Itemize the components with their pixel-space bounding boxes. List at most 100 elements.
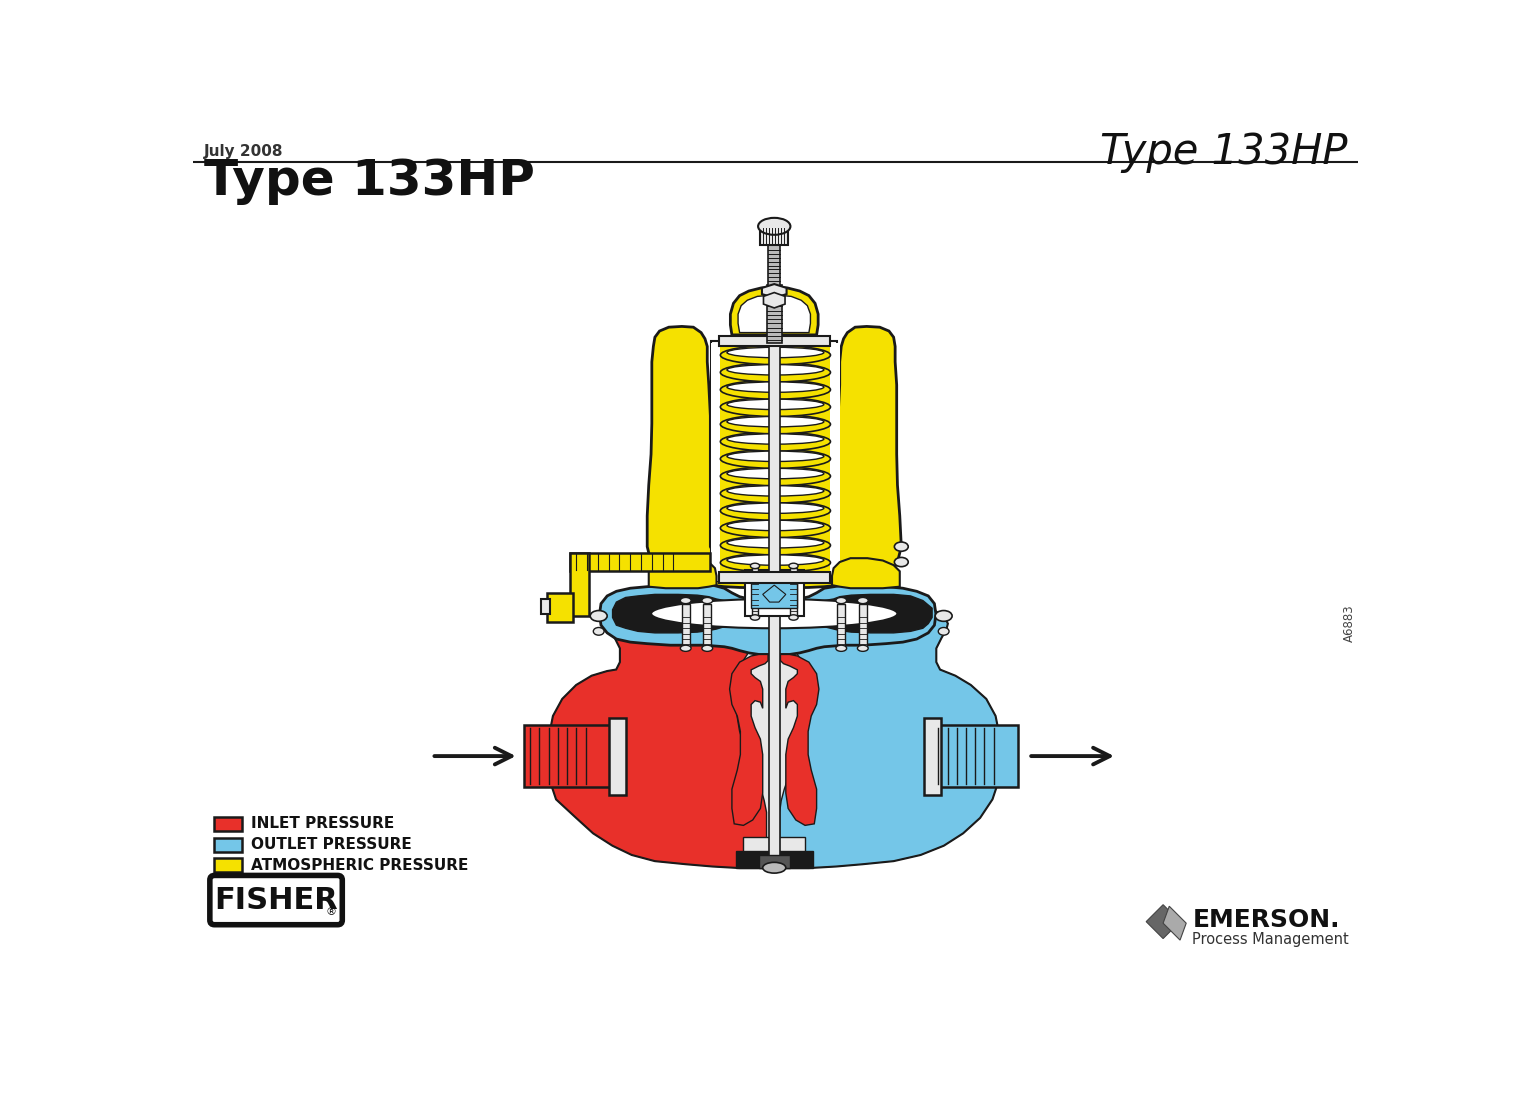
Polygon shape xyxy=(738,295,811,333)
Ellipse shape xyxy=(894,557,908,567)
Ellipse shape xyxy=(720,381,831,400)
Ellipse shape xyxy=(702,645,713,652)
Ellipse shape xyxy=(726,400,825,410)
Bar xyxy=(523,725,610,787)
Bar xyxy=(548,593,573,622)
Ellipse shape xyxy=(726,469,825,479)
Ellipse shape xyxy=(590,610,607,622)
Ellipse shape xyxy=(720,466,831,485)
Polygon shape xyxy=(711,343,840,581)
Ellipse shape xyxy=(835,645,847,652)
Ellipse shape xyxy=(720,484,831,503)
Bar xyxy=(769,606,779,868)
Ellipse shape xyxy=(763,863,785,873)
Bar xyxy=(932,725,1018,787)
Bar xyxy=(719,573,829,583)
Ellipse shape xyxy=(720,415,831,434)
Ellipse shape xyxy=(726,520,825,530)
Ellipse shape xyxy=(720,363,831,382)
Text: INLET PRESSURE: INLET PRESSURE xyxy=(251,816,395,831)
Polygon shape xyxy=(763,285,787,298)
Polygon shape xyxy=(599,585,937,654)
Bar xyxy=(769,344,779,606)
Polygon shape xyxy=(729,654,769,826)
Bar xyxy=(752,568,758,617)
Bar xyxy=(682,605,690,647)
Ellipse shape xyxy=(720,346,831,365)
Bar xyxy=(769,244,781,287)
Polygon shape xyxy=(1163,906,1186,940)
Bar xyxy=(570,552,589,616)
Ellipse shape xyxy=(726,503,825,513)
Ellipse shape xyxy=(835,597,847,604)
Bar xyxy=(719,336,829,346)
Text: OUTLET PRESSURE: OUTLET PRESSURE xyxy=(251,837,412,853)
Ellipse shape xyxy=(938,627,949,635)
Ellipse shape xyxy=(720,554,831,573)
Ellipse shape xyxy=(702,597,713,604)
Text: Type 133HP: Type 133HP xyxy=(1100,131,1348,173)
Text: ®: ® xyxy=(325,907,336,917)
Polygon shape xyxy=(648,326,902,588)
FancyBboxPatch shape xyxy=(210,875,342,925)
Bar xyxy=(542,599,551,615)
Bar xyxy=(924,718,941,795)
Polygon shape xyxy=(549,600,1000,868)
Ellipse shape xyxy=(858,645,868,652)
Ellipse shape xyxy=(750,564,760,568)
Bar xyxy=(837,605,846,647)
Polygon shape xyxy=(549,600,767,868)
Bar xyxy=(215,838,242,852)
Text: FISHER: FISHER xyxy=(215,886,337,915)
Ellipse shape xyxy=(726,451,825,461)
Bar xyxy=(711,341,837,581)
Ellipse shape xyxy=(726,347,825,358)
Text: EMERSON.: EMERSON. xyxy=(1192,908,1341,932)
Ellipse shape xyxy=(935,610,952,622)
Ellipse shape xyxy=(788,564,799,568)
Ellipse shape xyxy=(726,416,825,426)
Bar xyxy=(570,552,710,571)
Bar xyxy=(704,605,711,647)
Ellipse shape xyxy=(894,542,908,551)
Ellipse shape xyxy=(681,597,691,604)
Ellipse shape xyxy=(726,365,825,375)
Ellipse shape xyxy=(651,599,897,628)
Ellipse shape xyxy=(726,555,825,565)
Polygon shape xyxy=(613,595,932,633)
Polygon shape xyxy=(1147,905,1180,939)
Polygon shape xyxy=(763,585,785,602)
Ellipse shape xyxy=(720,450,831,469)
Ellipse shape xyxy=(726,382,825,392)
Bar xyxy=(767,285,782,343)
Ellipse shape xyxy=(720,501,831,520)
Polygon shape xyxy=(731,287,819,335)
Ellipse shape xyxy=(720,397,831,416)
Bar xyxy=(608,718,626,795)
Bar xyxy=(790,568,796,617)
Ellipse shape xyxy=(726,434,825,444)
Bar xyxy=(859,605,867,647)
Text: ATMOSPHERIC PRESSURE: ATMOSPHERIC PRESSURE xyxy=(251,858,469,873)
Ellipse shape xyxy=(726,538,825,548)
Bar xyxy=(720,346,831,571)
Polygon shape xyxy=(649,558,717,588)
Polygon shape xyxy=(832,558,900,588)
Ellipse shape xyxy=(788,615,799,620)
Polygon shape xyxy=(764,292,785,308)
Text: A6883: A6883 xyxy=(1344,605,1356,643)
Bar xyxy=(750,576,797,608)
Ellipse shape xyxy=(720,519,831,538)
Bar xyxy=(215,817,242,830)
Bar xyxy=(760,855,790,868)
Text: July 2008: July 2008 xyxy=(204,144,283,160)
Bar xyxy=(215,858,242,873)
Text: Process Management: Process Management xyxy=(1192,932,1350,946)
Ellipse shape xyxy=(750,615,760,620)
Ellipse shape xyxy=(720,432,831,451)
Ellipse shape xyxy=(858,597,868,604)
Text: Type 133HP: Type 133HP xyxy=(204,157,534,205)
Bar xyxy=(735,850,812,868)
Polygon shape xyxy=(779,600,1000,868)
Ellipse shape xyxy=(726,485,825,496)
